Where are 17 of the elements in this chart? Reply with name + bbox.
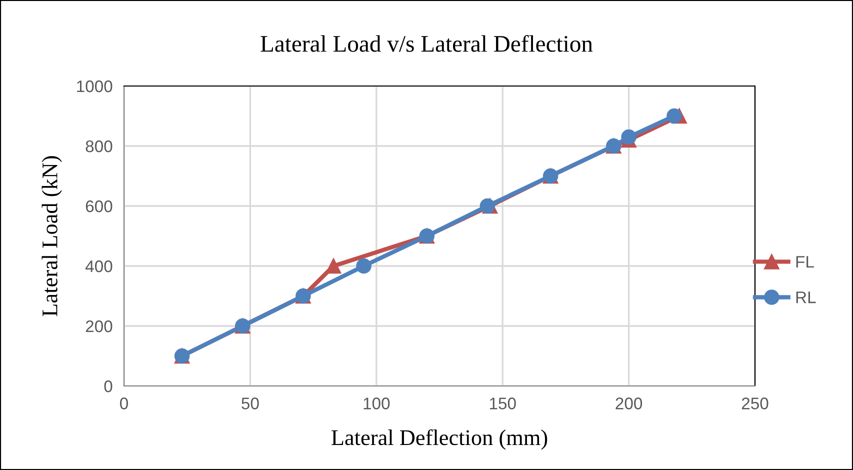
- y-tick-label: 400: [85, 260, 112, 272]
- x-tick-label: 50: [242, 398, 259, 410]
- y-tick-label: 600: [86, 200, 112, 212]
- y-tick-label: 1000: [77, 80, 112, 92]
- y-tick-label: 200: [86, 320, 112, 332]
- x-tick-label: 100: [364, 398, 390, 410]
- x-tick-label: 0: [120, 398, 128, 410]
- legend-label: RL: [796, 292, 816, 304]
- legend-label: FL: [796, 256, 814, 268]
- x-tick-label: 250: [742, 398, 768, 410]
- x-tick-label: 200: [616, 398, 642, 410]
- x-tick-label: 150: [490, 398, 516, 410]
- y-axis-title: Lateral Load (kN): [42, 156, 62, 316]
- y-tick-label: 0: [104, 380, 112, 392]
- chart-title: Lateral Load v/s Lateral Deflection: [260, 35, 593, 52]
- y-tick-label: 800: [86, 140, 112, 152]
- x-axis-title: Lateral Deflection (mm): [332, 429, 548, 450]
